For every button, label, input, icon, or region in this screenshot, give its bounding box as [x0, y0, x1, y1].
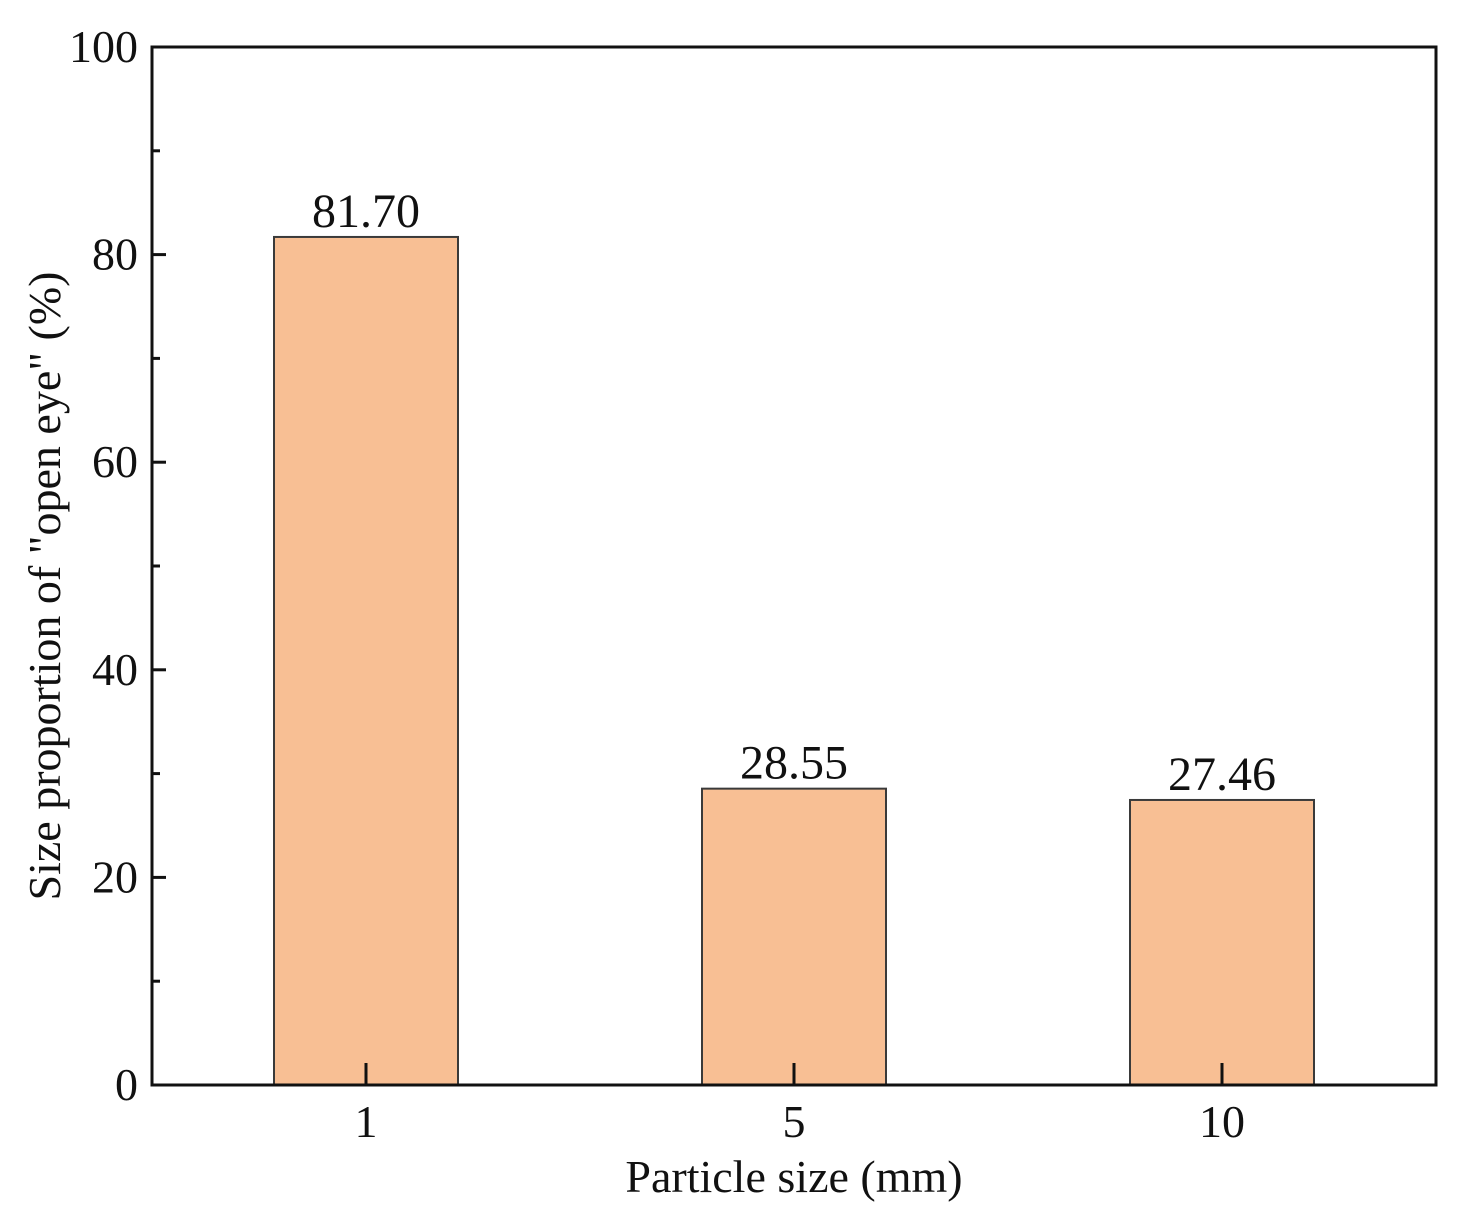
y-tick-label: 40 — [92, 644, 138, 695]
y-axis-ticks: 0 20 40 60 80 100 — [69, 21, 166, 1110]
bar-1 — [273, 235, 459, 1087]
x-tick-label: 5 — [783, 1096, 806, 1147]
x-tick-label: 1 — [355, 1096, 378, 1147]
bars-group — [273, 235, 1315, 1087]
y-tick-label: 100 — [69, 21, 138, 72]
x-tick-label: 10 — [1199, 1096, 1245, 1147]
y-tick-label: 60 — [92, 436, 138, 487]
data-label-1: 81.70 — [312, 185, 420, 238]
bar-10 — [1129, 798, 1315, 1086]
y-tick-label: 80 — [92, 229, 138, 280]
x-axis-ticks: 1 5 10 — [355, 1063, 1245, 1147]
data-label-10: 27.46 — [1168, 748, 1276, 801]
x-axis-label: Particle size (mm) — [625, 1151, 962, 1202]
data-label-5: 28.55 — [740, 737, 848, 790]
data-labels-group: 81.70 28.55 27.46 — [312, 185, 1276, 801]
y-axis-label: Size proportion of "open eye" (%) — [19, 272, 70, 901]
bar-5 — [701, 787, 887, 1086]
y-tick-label: 20 — [92, 851, 138, 902]
y-tick-label: 0 — [115, 1059, 138, 1110]
